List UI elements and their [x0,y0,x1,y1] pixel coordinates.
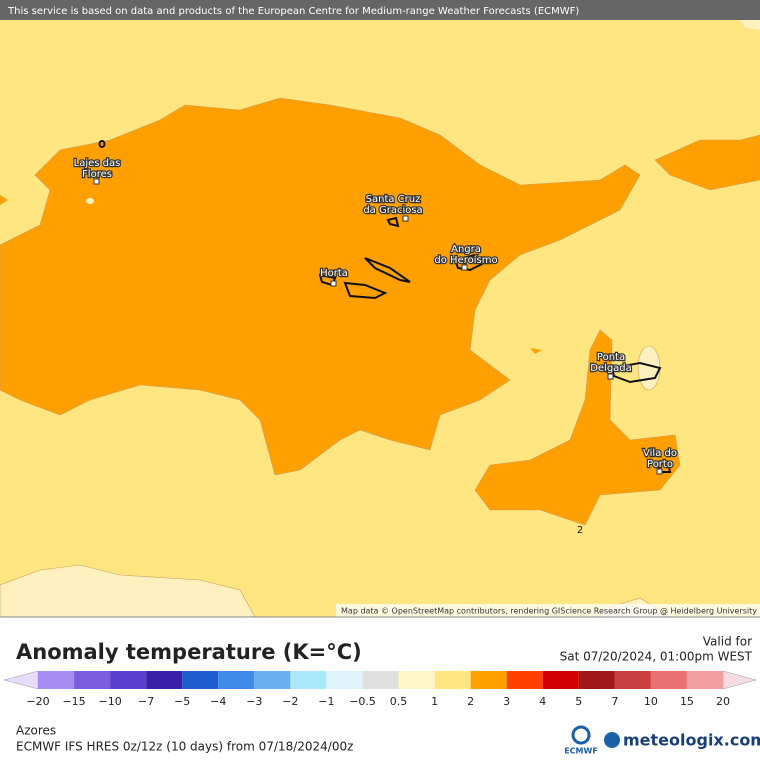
colorbar-segment [38,671,75,689]
colorbar-segment [146,671,183,689]
colorbar-segment [578,671,615,689]
colorbar-segment [650,671,687,689]
place-label: Lajes das [74,158,121,169]
brand-icon [604,732,620,748]
colorbar-tick-label: −7 [138,695,154,708]
anomaly-area [530,348,542,354]
colorbar-segment [110,671,147,689]
colorbar-tick-label: 15 [680,695,694,708]
model-info: ECMWF IFS HRES 0z/12z (10 days) from 07/… [16,740,353,754]
valid-label: Valid for [703,635,752,649]
colorbar-tick-label: 20 [716,695,730,708]
contour-label: 2 [577,525,583,536]
colorbar-segment [398,671,435,689]
place-label: Angra [451,244,481,255]
place-label: da Graciosa [363,205,422,216]
cool-area [740,20,760,30]
colorbar-tick-label: 4 [539,695,546,708]
region: Azores [16,724,56,738]
place-label: Delgada [590,363,632,374]
colorbar-tick-label: 3 [503,695,510,708]
colorbar-tick-label: 7 [611,695,618,708]
place-label: Santa Cruz [366,194,421,205]
banner [0,0,760,20]
colorbar-tick-label: −5 [174,695,190,708]
place-label: do Heroísmo [434,254,497,266]
place-label: Horta [320,268,348,279]
ecmwf-icon [571,725,591,745]
attribution-bg [336,604,760,617]
anomaly-area [0,97,641,476]
colorbar-segment [254,671,291,689]
colorbar-tick-label: 0.5 [390,695,408,708]
place-label: Porto [647,459,673,470]
colorbar-tick-label: −20 [26,695,49,708]
colorbar-segment [362,671,399,689]
attribution: Map data © OpenStreetMap contributors, r… [341,607,757,616]
colorbar-tick-label: −2 [282,695,298,708]
map: Lajes das Flores Santa Cruz da Graciosa … [0,0,760,618]
banner-text: This service is based on data and produc… [7,6,579,17]
place-label: Ponta [597,352,625,363]
anomaly-area [654,134,760,191]
colorbar-segment [182,671,219,689]
place-label: Flores [82,169,112,180]
place-markers [93,178,663,475]
colorbar-segment [218,671,255,689]
colorbar-tick-label: 2 [467,695,474,708]
colorbar-tick-label: 1 [431,695,438,708]
colorbar-tick-label: −15 [62,695,85,708]
colorbar-segment [506,671,543,689]
colorbar-high [722,670,757,690]
colorbar-segment [542,671,579,689]
colorbar-tick-label: 10 [644,695,658,708]
colorbar-tick-label: −0.5 [349,695,376,708]
colorbar-tick-label: 5 [575,695,582,708]
colorbar-tick-label: −10 [98,695,121,708]
colorbar-segment [614,671,651,689]
colorbar-segment [74,671,111,689]
colorbar-tick-label: −1 [318,695,334,708]
anomaly-area [474,329,681,526]
valid-time: Sat 07/20/2024, 01:00pm WEST [560,650,753,664]
colorbar-low [3,670,39,690]
cool-area [86,198,94,204]
anomaly-area [0,195,8,205]
colorbar-segment [290,671,327,689]
brand: meteologix.com [623,731,760,750]
colorbar-segment [686,671,723,689]
colorbar-tick-label: −3 [246,695,262,708]
colorbar: −20 −15 −10 −7 −5 −4 −3 −2 −1 −0.5 0.5 1 2 3 4 5 7 10 15 20 [3,670,757,708]
island-contours [98,140,672,473]
colorbar-segment [326,671,363,689]
ecmwf-logo: ECMWF [564,747,598,756]
place-label: Vila do [643,448,677,459]
cool-area [0,564,256,618]
colorbar-segment [434,671,471,689]
colorbar-tick-label: −4 [210,695,226,708]
colorbar-segment [470,671,507,689]
legend-title: Anomaly temperature (K=°C) [16,640,362,664]
